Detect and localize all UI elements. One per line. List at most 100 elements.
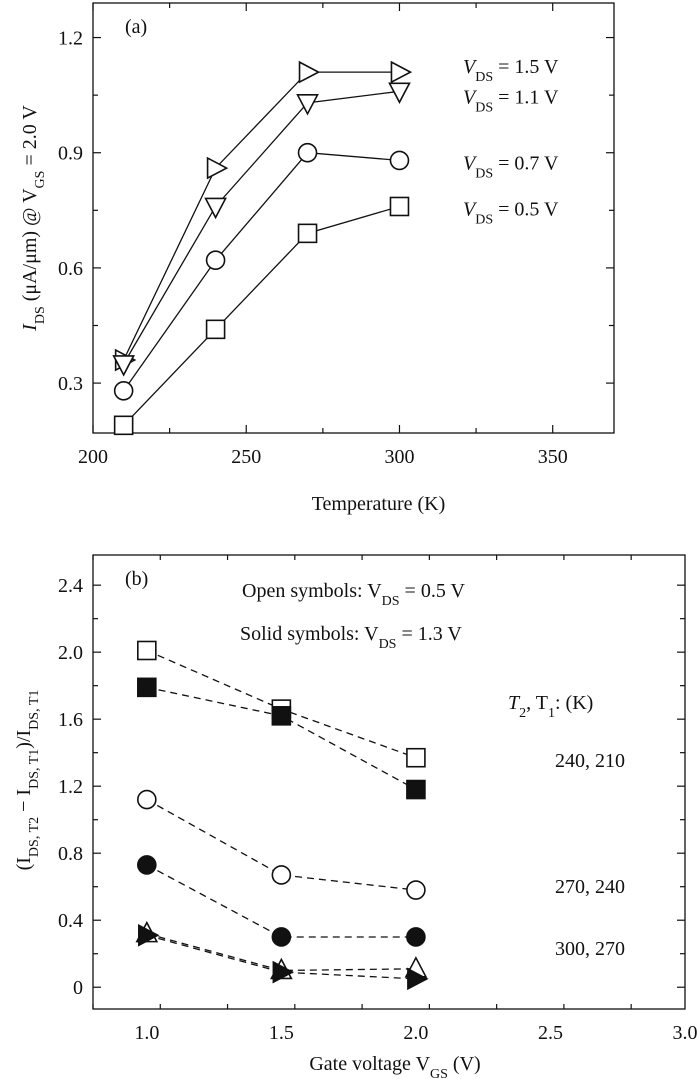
data-point-b-2 — [271, 865, 292, 885]
series-label-value: = 1.1 V — [493, 86, 559, 108]
panel-label-b: (b) — [125, 568, 148, 590]
x-tick-label-b: 2.5 — [538, 1022, 563, 1044]
x-tick-label-b: 2.0 — [403, 1022, 428, 1044]
y-tick-label-b: 2.4 — [58, 575, 83, 597]
group-label-0: 240, 210 — [555, 750, 625, 772]
y-label-text: − I — [13, 789, 35, 817]
y-tick-label-b: 0.8 — [58, 843, 83, 865]
plot-frame-b — [92, 554, 686, 1010]
series-label-var: V — [463, 198, 478, 220]
header-sub: 1 — [548, 706, 555, 721]
x-tick-label-a: 200 — [78, 446, 108, 468]
series-label-var: V — [463, 152, 478, 174]
y-tick-label-b: 1.6 — [58, 709, 83, 731]
series-line-a-0 — [123, 71, 400, 361]
note-text: = 1.3 V — [396, 623, 462, 645]
y-label-sub: DS, T2 — [27, 817, 42, 857]
y-label-text: (I — [13, 857, 35, 870]
series-label-sub: DS — [475, 166, 493, 181]
header-text: , T — [526, 692, 548, 714]
group-label-1: 270, 240 — [555, 876, 625, 898]
series-label-sub: DS — [475, 70, 493, 85]
data-point-b-2 — [137, 789, 157, 810]
temperature-pair-header: T2, T1: (K) — [508, 692, 593, 721]
data-point-a-3 — [297, 223, 318, 244]
series-label-a-0: VDS = 1.5 V — [463, 56, 559, 85]
data-point-a-1 — [388, 82, 411, 105]
series-line-b-4 — [146, 932, 416, 972]
y-tick-label-b: 2.0 — [58, 642, 83, 664]
series-label-var: V — [463, 86, 478, 108]
series-label-var: V — [463, 56, 478, 78]
data-point-b-3 — [406, 927, 426, 947]
series-line-b-5 — [146, 934, 416, 980]
data-point-b-5 — [138, 923, 160, 947]
x-label-text: Gate voltage V — [309, 1053, 430, 1075]
series-label-a-2: VDS = 0.7 V — [463, 152, 559, 181]
y-axis-label-a: IDS (μA/μm) @ VGS = 2.0 V — [19, 105, 48, 332]
x-label-text: (V) — [448, 1053, 481, 1075]
y-tick-label-a: 0.6 — [58, 258, 83, 280]
y-label-sub: GS — [33, 171, 48, 189]
note-text: = 0.5 V — [400, 580, 466, 602]
series-line-a-2 — [123, 152, 400, 392]
y-tick-label-b: 1.2 — [58, 776, 83, 798]
series-label-sub: DS — [475, 100, 493, 115]
data-point-b-1 — [406, 779, 426, 800]
data-point-a-2 — [389, 150, 410, 171]
data-point-b-3 — [137, 855, 157, 875]
note-sub: DS — [382, 594, 400, 609]
header-text: : (K) — [555, 692, 593, 714]
series-label-a-1: VDS = 1.1 V — [463, 86, 559, 115]
note-open-symbols: Open symbols: VDS = 0.5 V — [242, 580, 465, 609]
note-text: Open symbols: V — [242, 580, 382, 602]
x-label-sub: GS — [430, 1067, 448, 1079]
y-label-text: (μA/μm) @ V — [19, 188, 41, 306]
data-point-b-1 — [137, 677, 157, 698]
header-var: T — [508, 692, 521, 714]
data-point-a-3 — [389, 196, 410, 217]
note-solid-symbols: Solid symbols: VDS = 1.3 V — [240, 623, 462, 652]
group-label-2: 300, 270 — [555, 938, 625, 960]
data-point-b-0 — [137, 640, 157, 661]
series-line-b-3 — [146, 864, 416, 938]
x-tick-label-a: 250 — [231, 446, 261, 468]
data-point-a-2 — [297, 142, 318, 163]
y-label-var: I — [19, 323, 41, 332]
data-point-a-0 — [206, 156, 229, 180]
y-label-sub: DS, T1 — [27, 690, 42, 730]
data-point-a-0 — [298, 60, 321, 84]
x-tick-label-b: 1.5 — [269, 1022, 294, 1044]
data-point-a-2 — [113, 380, 134, 401]
header-sub: 2 — [519, 706, 526, 721]
data-point-b-5 — [407, 967, 429, 991]
y-label-sub: DS — [33, 306, 48, 324]
series-label-value: = 0.5 V — [493, 198, 559, 220]
plot-frame-a — [92, 2, 615, 434]
series-line-a-1 — [123, 90, 400, 365]
x-tick-label-b: 3.0 — [673, 1022, 698, 1044]
series-line-b-2 — [146, 799, 416, 891]
y-label-text: = 2.0 V — [19, 105, 41, 171]
y-tick-label-b: 0 — [73, 977, 83, 999]
data-point-a-0 — [390, 60, 413, 84]
data-point-a-1 — [204, 197, 227, 220]
data-point-a-2 — [205, 250, 226, 271]
data-point-a-1 — [112, 355, 135, 377]
y-label-sub: DS, T1 — [27, 749, 42, 789]
series-line-a-3 — [123, 205, 400, 426]
x-tick-label-a: 350 — [538, 446, 568, 468]
y-label-text: )/I — [13, 730, 35, 749]
series-label-a-3: VDS = 0.5 V — [463, 198, 559, 227]
series-label-value: = 0.7 V — [493, 152, 559, 174]
x-axis-label-a: Temperature (K) — [312, 493, 446, 515]
x-tick-label-b: 1.0 — [134, 1022, 159, 1044]
data-point-b-1 — [271, 706, 292, 726]
data-point-b-5 — [272, 960, 295, 984]
y-tick-label-a: 1.2 — [58, 28, 83, 50]
data-point-b-2 — [406, 880, 426, 900]
note-sub: DS — [379, 637, 397, 652]
data-point-a-3 — [113, 415, 134, 436]
y-axis-label-b: (IDS, T2 − IDS, T1)/IDS, T1 — [13, 690, 42, 871]
